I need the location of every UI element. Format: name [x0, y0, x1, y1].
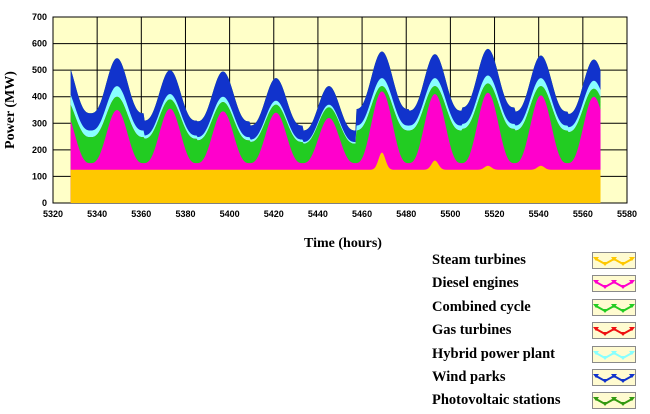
x-tick-label: 5400	[220, 209, 240, 219]
legend-label: Steam turbines	[432, 252, 526, 268]
y-tick-label: 200	[32, 145, 47, 155]
legend-marker	[620, 355, 626, 360]
legend-label: Combined cycle	[432, 298, 531, 315]
legend-marker	[602, 378, 608, 383]
legend-marker	[593, 397, 599, 402]
x-tick-label: 5540	[529, 209, 549, 219]
area-layer	[70, 48, 601, 203]
chart-svg: 0 100 200 300 400 500 600 700 5320 5340 5360 5380 54…	[3, 12, 637, 251]
y-tick-label: 0	[42, 198, 47, 208]
legend-marker	[593, 280, 599, 285]
legend-label: Diesel engines	[432, 275, 519, 292]
legend-label: Hybrid power plant	[432, 345, 556, 362]
x-tick-label: 5340	[87, 209, 107, 219]
legend-marker	[620, 262, 626, 266]
legend-marker	[602, 402, 608, 407]
legend-marker	[611, 327, 617, 332]
x-tick-label: 5460	[352, 209, 372, 219]
legend-swatch	[592, 322, 636, 340]
legend-marker	[593, 303, 599, 308]
legend-marker	[611, 303, 617, 308]
legend-mark	[593, 257, 635, 266]
legend-marker	[593, 373, 599, 378]
legend-marker	[629, 257, 635, 261]
legend-item: Diesel engines	[432, 273, 644, 296]
x-tick-label: 5580	[617, 209, 637, 219]
legend-marker	[602, 308, 608, 313]
legend-marker	[602, 262, 608, 266]
legend-item: Combined cycle	[432, 297, 644, 320]
x-tick-label: 5560	[573, 209, 593, 219]
legend-marker	[629, 350, 635, 355]
legend-marker	[620, 378, 626, 383]
legend-marker	[602, 355, 608, 360]
legend-marker	[611, 280, 617, 285]
legend-label: Wind parks	[432, 368, 506, 385]
x-tick-label: 5440	[308, 209, 328, 219]
legend-marker	[611, 397, 617, 402]
legend-item: Photovoltaic stations	[432, 390, 644, 413]
x-tick-label: 5380	[175, 209, 195, 219]
x-tick-label: 5480	[396, 209, 416, 219]
y-tick-label: 600	[32, 39, 47, 49]
x-tick-label: 5320	[43, 209, 63, 219]
area-series-0	[70, 152, 601, 203]
x-axis-title: Time (hours)	[304, 236, 382, 250]
legend-swatch	[592, 368, 636, 386]
y-tick-label: 700	[32, 12, 47, 22]
legend-marker	[629, 280, 635, 285]
legend-item: Gas turbines	[432, 320, 644, 343]
legend-marker	[629, 373, 635, 378]
legend-marker	[611, 257, 617, 261]
legend-marker	[593, 350, 599, 355]
legend-marker	[620, 285, 626, 290]
legend-item: Steam turbines	[432, 250, 644, 273]
legend-marker	[593, 327, 599, 332]
legend-marker	[611, 350, 617, 355]
x-tick-label: 5360	[131, 209, 151, 219]
tick-layer: 0 100 200 300 400 500 600 700 5320 5340 5360 5380 54…	[32, 12, 637, 219]
legend-marker	[629, 397, 635, 402]
legend-marker	[602, 285, 608, 290]
y-tick-label: 500	[32, 65, 47, 75]
y-tick-label: 400	[32, 92, 47, 102]
legend-swatch	[592, 252, 636, 269]
legend: Steam turbines Diesel engines Combined c…	[432, 250, 644, 414]
y-tick-label: 300	[32, 118, 47, 128]
legend-marker	[620, 402, 626, 407]
legend-marker	[620, 308, 626, 313]
x-tick-label: 5520	[485, 209, 505, 219]
legend-swatch	[592, 275, 636, 293]
legend-item: Wind parks	[432, 367, 644, 390]
x-tick-label: 5420	[264, 209, 284, 219]
x-tick-label: 5500	[440, 209, 460, 219]
legend-mark	[593, 397, 635, 407]
legend-label: Photovoltaic stations	[432, 392, 561, 409]
legend-marker	[629, 327, 635, 332]
y-axis-title: Power (MW)	[3, 71, 18, 149]
legend-swatch	[592, 345, 636, 363]
legend-marker	[593, 257, 599, 261]
legend-mark	[593, 280, 635, 290]
legend-mark	[593, 350, 635, 360]
legend-swatch	[592, 392, 636, 410]
legend-marker	[629, 303, 635, 308]
legend-mark	[593, 373, 635, 383]
legend-marker	[611, 373, 617, 378]
legend-marker	[620, 332, 626, 337]
legend-marker	[602, 332, 608, 337]
y-tick-label: 100	[32, 171, 47, 181]
legend-mark	[593, 327, 635, 337]
legend-mark	[593, 303, 635, 313]
legend-label: Gas turbines	[432, 322, 512, 339]
legend-item: Hybrid power plant	[432, 344, 644, 367]
legend-swatch	[592, 298, 636, 316]
